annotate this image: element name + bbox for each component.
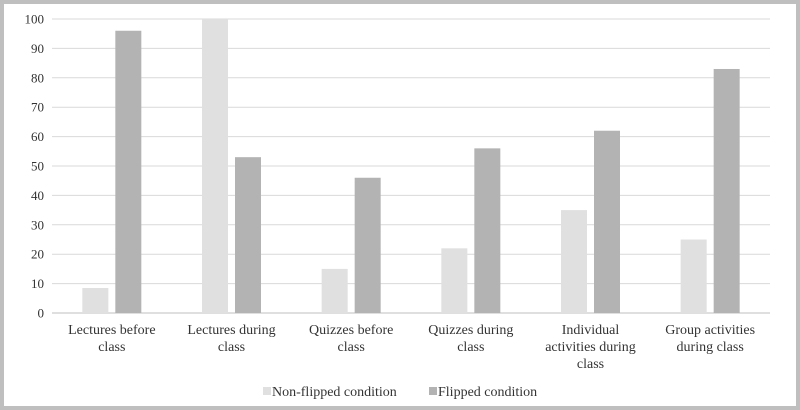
bar-flipped <box>354 177 381 313</box>
bar-flipped <box>594 130 620 313</box>
bar-nonflipped <box>561 210 587 313</box>
bar-flipped <box>713 68 740 313</box>
y-tick-label: 70 <box>31 100 44 115</box>
y-tick-label: 0 <box>38 306 45 321</box>
x-category-label: Lectures during class <box>187 323 275 355</box>
x-category-label: Lectures before class <box>68 323 155 355</box>
legend-label: Flipped condition <box>438 385 537 400</box>
bar-nonflipped <box>680 239 707 313</box>
bar-nonflipped <box>441 248 468 313</box>
y-tick-label: 80 <box>31 70 44 85</box>
legend-swatch <box>263 387 271 395</box>
y-tick-label: 100 <box>25 12 45 27</box>
y-tick-label: 90 <box>31 41 44 56</box>
y-tick-label: 10 <box>31 276 44 291</box>
y-tick-label: 20 <box>31 247 44 262</box>
x-category-label: Quizzes before class <box>309 323 393 355</box>
bar-flipped <box>115 30 142 313</box>
y-tick-label: 60 <box>31 129 44 144</box>
x-category-label: Quizzes during class <box>428 323 513 355</box>
bar-nonflipped <box>82 288 109 313</box>
y-tick-label: 30 <box>31 217 44 232</box>
y-tick-label: 40 <box>31 188 44 203</box>
bar-flipped <box>474 148 501 313</box>
legend-swatch <box>429 387 437 395</box>
y-tick-label: 50 <box>31 159 44 174</box>
bar-nonflipped <box>321 268 348 313</box>
legend-label: Non-flipped condition <box>272 385 397 400</box>
x-category-label: Group activities during class <box>665 323 755 355</box>
bar-nonflipped <box>202 19 228 313</box>
x-category-label: Individual activities during class <box>545 323 636 372</box>
bar-flipped <box>235 157 261 313</box>
